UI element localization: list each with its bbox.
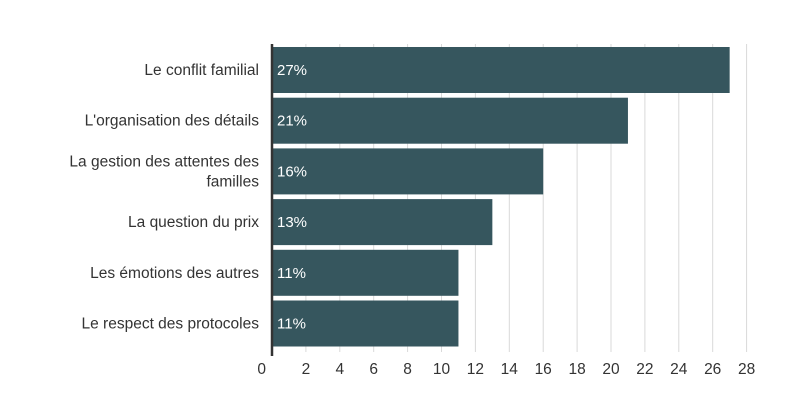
x-tick-label-8: 8 xyxy=(403,361,412,378)
bar-2 xyxy=(272,148,544,195)
x-tick-label-0: 0 xyxy=(257,361,266,378)
bars xyxy=(272,47,730,347)
category-label-2-line-0: La gestion des attentes des xyxy=(69,153,259,170)
grid-lines xyxy=(305,44,748,352)
data-label-3: 13% xyxy=(277,214,307,231)
x-tick-label-18: 18 xyxy=(568,361,585,378)
data-label-1: 21% xyxy=(277,113,307,130)
data-label-4: 11% xyxy=(277,265,306,282)
x-tick-label-4: 4 xyxy=(335,361,344,378)
x-tick-label-10: 10 xyxy=(433,361,451,378)
x-tick-label-28: 28 xyxy=(738,361,755,378)
x-tick-label-6: 6 xyxy=(369,361,378,378)
data-label-5: 11% xyxy=(277,316,306,333)
category-label-0: Le conflit familial xyxy=(144,62,259,79)
category-label-5: Le respect des protocoles xyxy=(82,316,260,333)
category-label-2: La gestion des attentes des familles xyxy=(69,153,259,190)
x-tick-label-24: 24 xyxy=(670,361,688,378)
data-label-2: 16% xyxy=(277,163,307,180)
x-tick-label-2: 2 xyxy=(302,361,311,378)
x-tick-label-20: 20 xyxy=(602,361,620,378)
x-tick-label-26: 26 xyxy=(704,361,721,378)
x-tick-label-22: 22 xyxy=(636,361,653,378)
bar-1 xyxy=(272,97,628,144)
bar-4 xyxy=(272,249,459,296)
x-tick-label-16: 16 xyxy=(535,361,552,378)
bar-5 xyxy=(272,300,459,347)
bar-0 xyxy=(272,47,730,93)
labels: 27% Le conflit familial 21% L'organisation … xyxy=(69,62,755,378)
x-tick-label-12: 12 xyxy=(467,361,484,378)
category-label-3: La question du prix xyxy=(128,214,259,231)
category-label-1: L'organisation des détails xyxy=(85,113,260,130)
bar-3 xyxy=(272,199,493,246)
category-label-2-line-1: familles xyxy=(206,173,259,190)
category-label-4: Les émotions des autres xyxy=(90,265,259,282)
x-tick-label-14: 14 xyxy=(501,361,519,378)
data-label-0: 27% xyxy=(277,62,307,79)
